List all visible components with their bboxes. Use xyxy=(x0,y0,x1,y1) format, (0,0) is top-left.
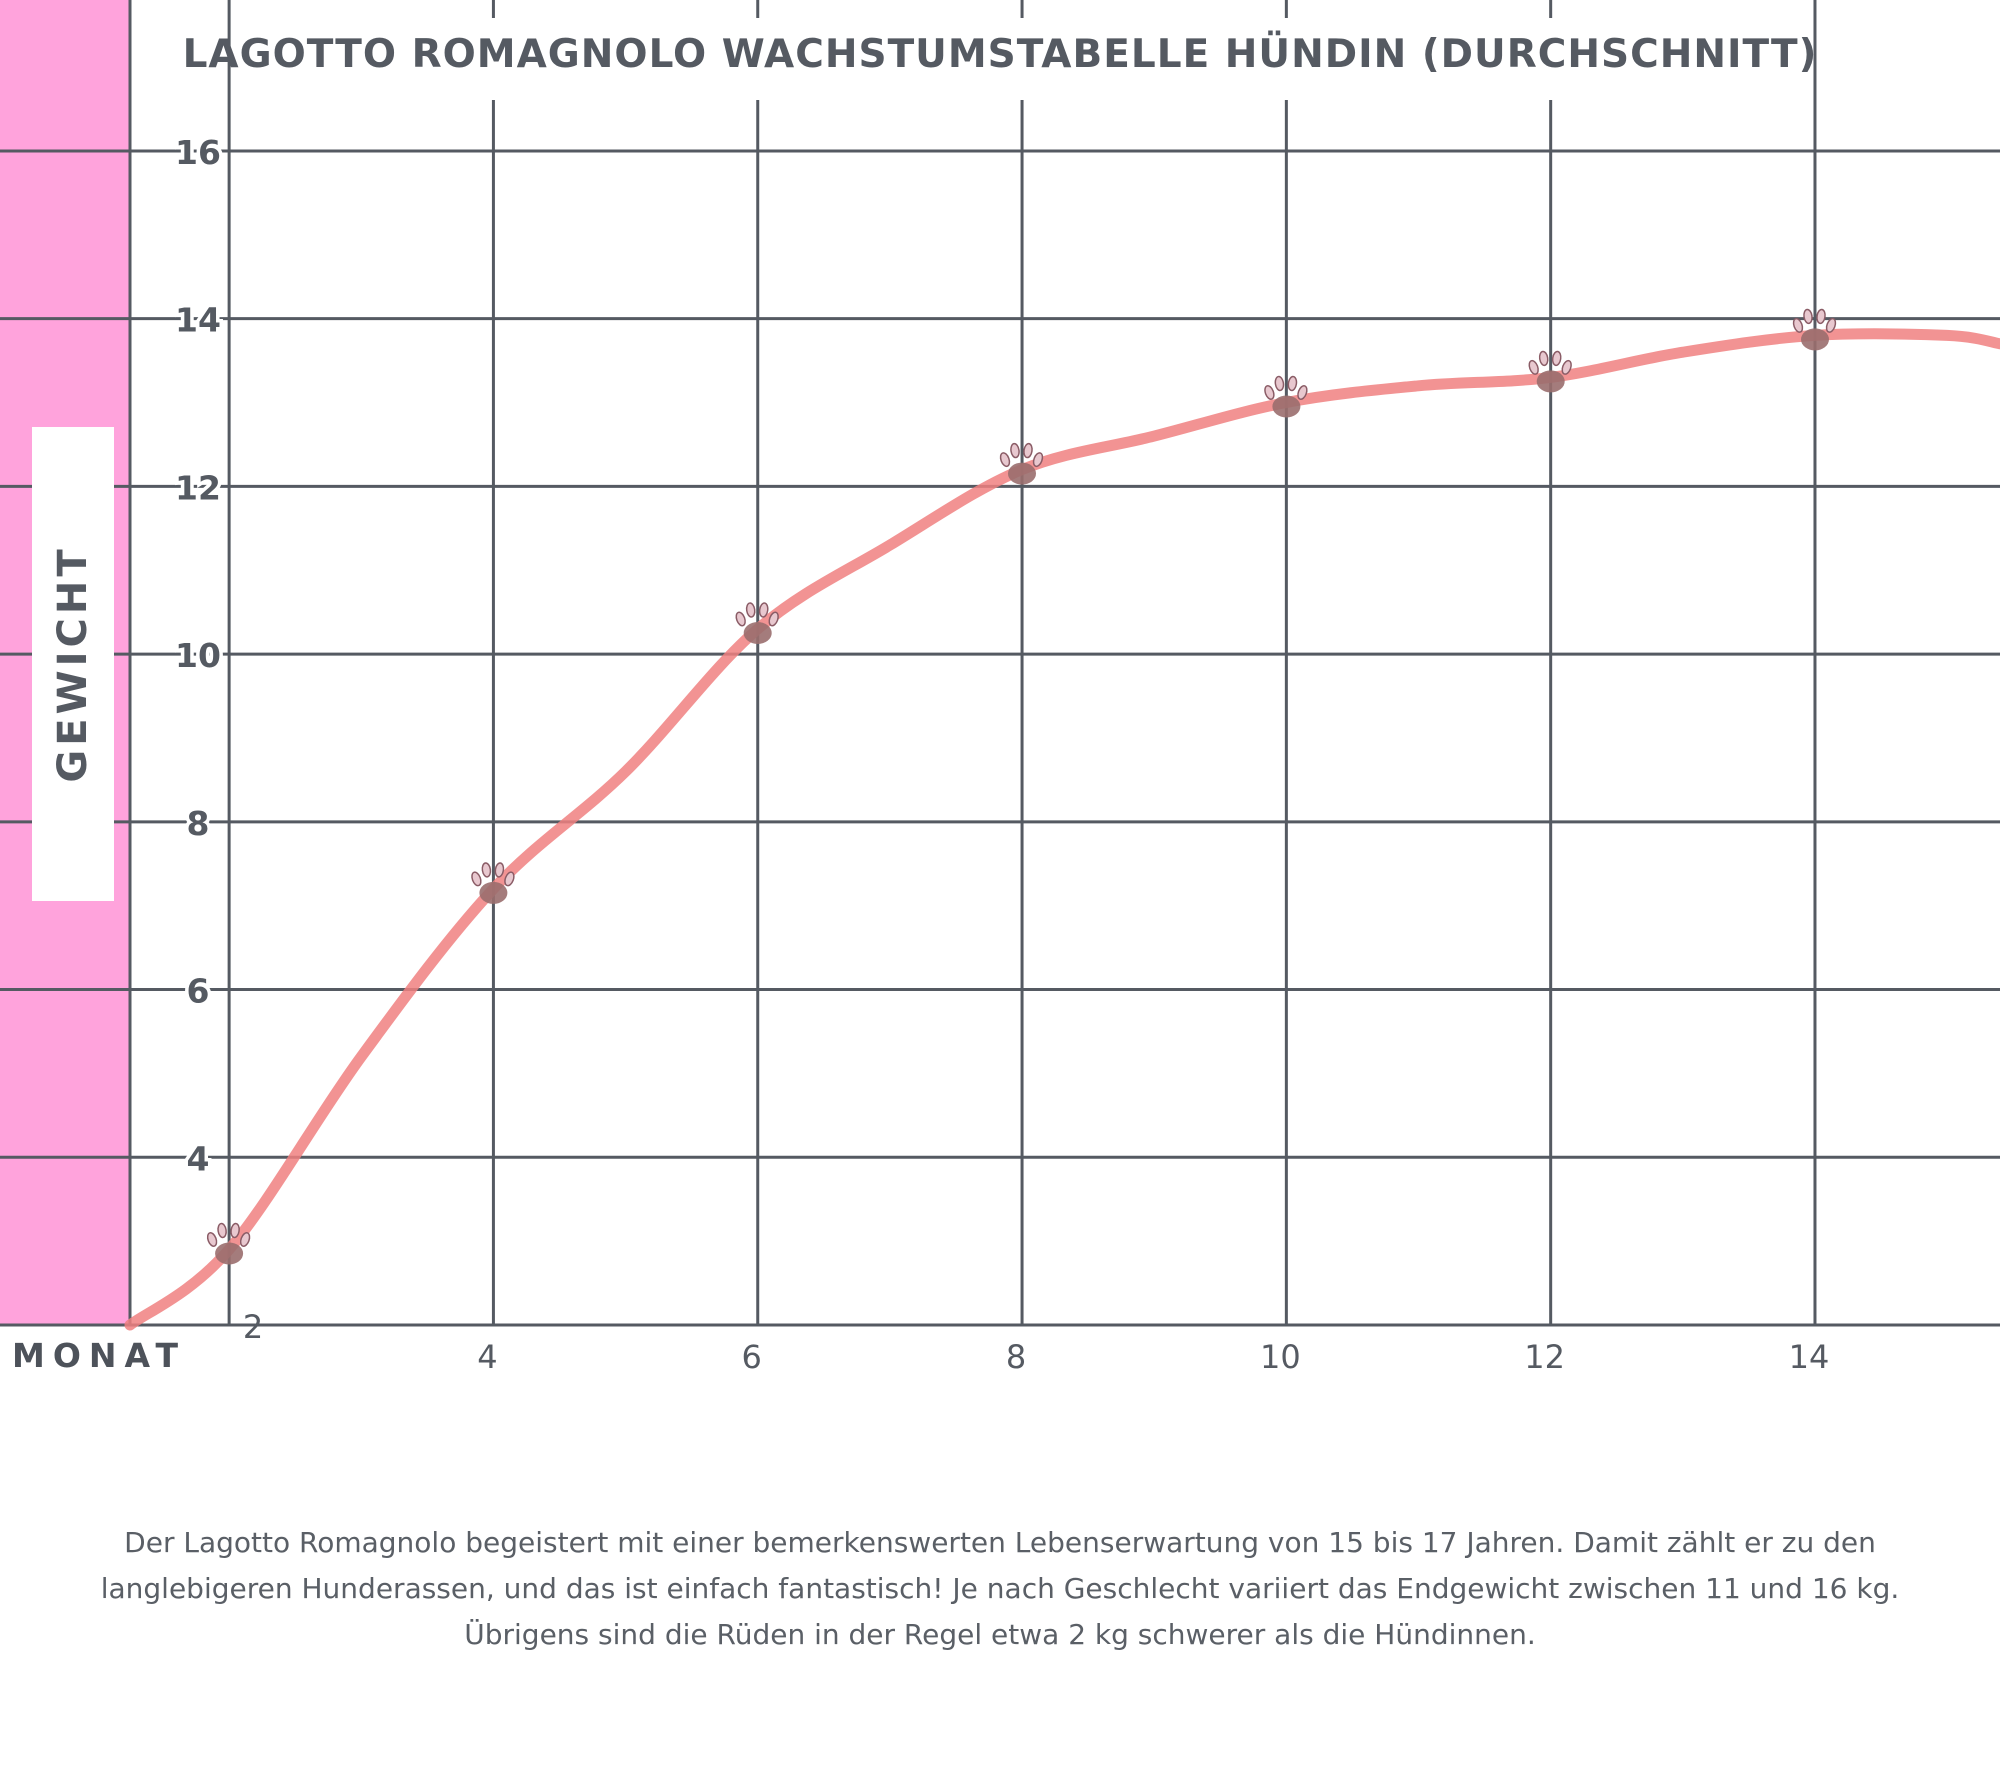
chart-title: LAGOTTO ROMAGNOLO WACHSTUMSTABELLE HÜNDI… xyxy=(182,32,1818,77)
paw-toe xyxy=(1538,350,1549,367)
paw-pad xyxy=(1272,395,1301,418)
y-tick-label: 6 xyxy=(187,972,210,1011)
paw-icon xyxy=(735,602,779,644)
x-tick-label: 12 xyxy=(1524,1338,1565,1376)
paw-toe xyxy=(1561,359,1572,375)
paw-toe xyxy=(1803,308,1813,325)
paw-toe xyxy=(1528,359,1539,375)
paw-toe xyxy=(206,1232,218,1247)
paw-icon xyxy=(1264,375,1308,418)
series-line xyxy=(124,328,2000,1331)
paw-toe xyxy=(1551,350,1562,367)
paw-icon xyxy=(206,1222,251,1265)
y-axis-label: GEWICHT xyxy=(50,545,96,783)
x-tick-label: 2 xyxy=(243,1308,263,1346)
paw-pad xyxy=(479,881,508,904)
paw-toe xyxy=(494,862,505,878)
paw-icon xyxy=(1528,350,1572,393)
paw-toe xyxy=(471,871,482,887)
paw-pad xyxy=(1536,370,1565,393)
paw-toe xyxy=(1023,442,1033,459)
x-tick-label: 6 xyxy=(742,1338,762,1376)
x-axis-label: MONAT xyxy=(12,1336,186,1375)
y-tick-label: 8 xyxy=(187,804,210,843)
paw-icon xyxy=(471,862,515,904)
paw-toe xyxy=(1297,385,1308,400)
paw-toe xyxy=(758,602,769,618)
caption-line-3: Übrigens sind die Rüden in der Regel etw… xyxy=(464,1618,1536,1651)
paw-toe xyxy=(1274,375,1285,392)
paw-icon xyxy=(999,442,1044,485)
paw-toe xyxy=(217,1222,227,1239)
paw-pad xyxy=(743,622,772,644)
paw-toe xyxy=(768,611,779,627)
y-tick-label: 10 xyxy=(175,636,221,675)
y-tick-label: 16 xyxy=(175,133,221,172)
paw-pad xyxy=(1801,328,1829,351)
paw-toe xyxy=(1792,317,1804,333)
paw-toe xyxy=(745,602,756,618)
y-tick-label: 14 xyxy=(175,301,221,340)
y-tick-label: 12 xyxy=(175,468,221,507)
paw-toe xyxy=(1264,385,1275,400)
y-axis-label-box: GEWICHT xyxy=(32,427,114,901)
y-tick-label: 4 xyxy=(187,1139,210,1178)
paw-pad xyxy=(215,1242,244,1265)
paw-markers xyxy=(206,308,1837,1265)
x-tick-label: 14 xyxy=(1789,1338,1830,1376)
paw-toe xyxy=(239,1232,251,1247)
grid xyxy=(0,0,2000,1327)
paw-toe xyxy=(1010,442,1020,459)
paw-toe xyxy=(230,1222,240,1239)
paw-toe xyxy=(1816,308,1826,325)
paw-toe xyxy=(481,862,492,878)
paw-toe xyxy=(735,611,746,627)
paw-icon xyxy=(1792,308,1837,351)
y-tick-labels: 4 6 8 10 12 14 16 xyxy=(172,129,225,1181)
x-tick-labels: 2 4 6 8 10 12 14 xyxy=(243,1308,1829,1376)
caption: Der Lagotto Romagnolo begeistert mit ein… xyxy=(40,1520,1960,1658)
paw-pad xyxy=(1008,462,1036,485)
caption-line-1: Der Lagotto Romagnolo begeistert mit ein… xyxy=(124,1526,1876,1559)
x-tick-label: 4 xyxy=(477,1338,497,1376)
paw-toe xyxy=(1032,452,1044,468)
title-backdrop xyxy=(320,18,1800,100)
paw-toe xyxy=(1825,317,1837,333)
x-tick-label: 10 xyxy=(1260,1338,1301,1376)
x-tick-label: 8 xyxy=(1006,1338,1026,1376)
caption-line-2: langlebigeren Hunderassen, und das ist e… xyxy=(100,1572,1900,1605)
paw-toe xyxy=(999,452,1011,468)
paw-toe xyxy=(504,871,515,887)
paw-toe xyxy=(1287,375,1298,392)
